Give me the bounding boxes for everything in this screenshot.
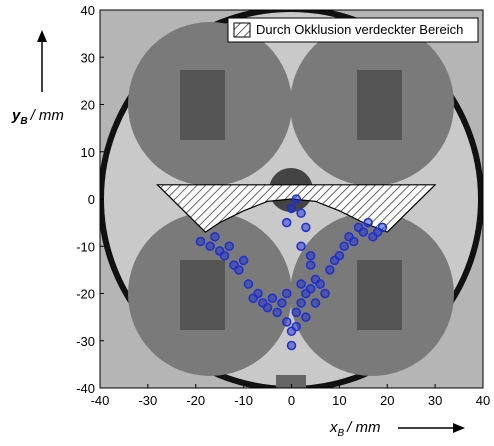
scatter-point [307,252,315,260]
scatter-point [264,304,272,312]
x-tick-label: 0 [288,393,295,408]
page: {"chart_data": {"type": "scatter", "xlim… [0,0,494,446]
x-axis-label: xB/ mm [329,419,381,439]
scatter-point [297,299,305,307]
scatter-point [307,285,315,293]
scatter-point [326,266,334,274]
scatter-point [240,256,248,264]
x-tick-label: 40 [476,393,490,408]
scatter-point [297,280,305,288]
scatter-point [350,238,358,246]
scatter-point [307,261,315,269]
x-tick-label: 30 [428,393,442,408]
y-tick-label: -40 [76,381,95,396]
scatter-point [292,323,300,331]
scatter-point [297,209,305,217]
x-label-unit: / mm [346,419,380,436]
scatter-point [288,341,296,349]
y-label-subscript: B [20,116,27,127]
scatter-point [225,242,233,250]
scatter-point [244,280,252,288]
scatter-point [364,219,372,227]
scatter-point [283,290,291,298]
scatter-point [302,223,310,231]
y-tick-label: -30 [76,334,95,349]
legend-swatch [234,23,250,37]
y-tick-label: 10 [81,145,95,160]
y-tick-label: 40 [81,3,95,18]
y-tick-label: 0 [88,192,95,207]
scatter-point [292,308,300,316]
scatter-point [278,299,286,307]
scatter-point [340,242,348,250]
scatter-point [292,195,300,203]
scatter-point [235,266,243,274]
scatter-point [197,238,205,246]
y-label-unit: / mm [30,107,64,124]
y-tick-label: 30 [81,50,95,65]
scatter-point [335,252,343,260]
chart: Durch Okklusion verdeckter Bereich yB/ m… [0,0,494,441]
scatter-point [254,290,262,298]
scatter-point [311,299,319,307]
scatter-point [316,280,324,288]
scatter-point [273,308,281,316]
scatter-point [211,233,219,241]
y-tick-label: 20 [81,98,95,113]
scatter-point [283,219,291,227]
y-tick-label: -10 [76,239,95,254]
x-tick-label: 10 [332,393,346,408]
scatter-point [206,242,214,250]
legend-label: Durch Okklusion verdeckter Bereich [256,22,463,37]
scatter-point [297,242,305,250]
x-tick-label: 20 [380,393,394,408]
y-tick-label: -20 [76,287,95,302]
scatter-point [268,294,276,302]
x-tick-label: -20 [186,393,205,408]
y-axis-label: yB/ mm [11,107,64,127]
scatter-point [302,313,310,321]
scatter-point [321,290,329,298]
x-tick-label: -30 [138,393,157,408]
axis-arrow-head [453,423,465,433]
scatter-point [220,252,228,260]
scatter-point [283,318,291,326]
x-label-subscript: B [338,428,345,439]
axis-arrow-head [37,30,47,42]
scatter-point [359,228,367,236]
scatter-point [378,223,386,231]
x-tick-label: -10 [234,393,253,408]
scatter-point [288,204,296,212]
